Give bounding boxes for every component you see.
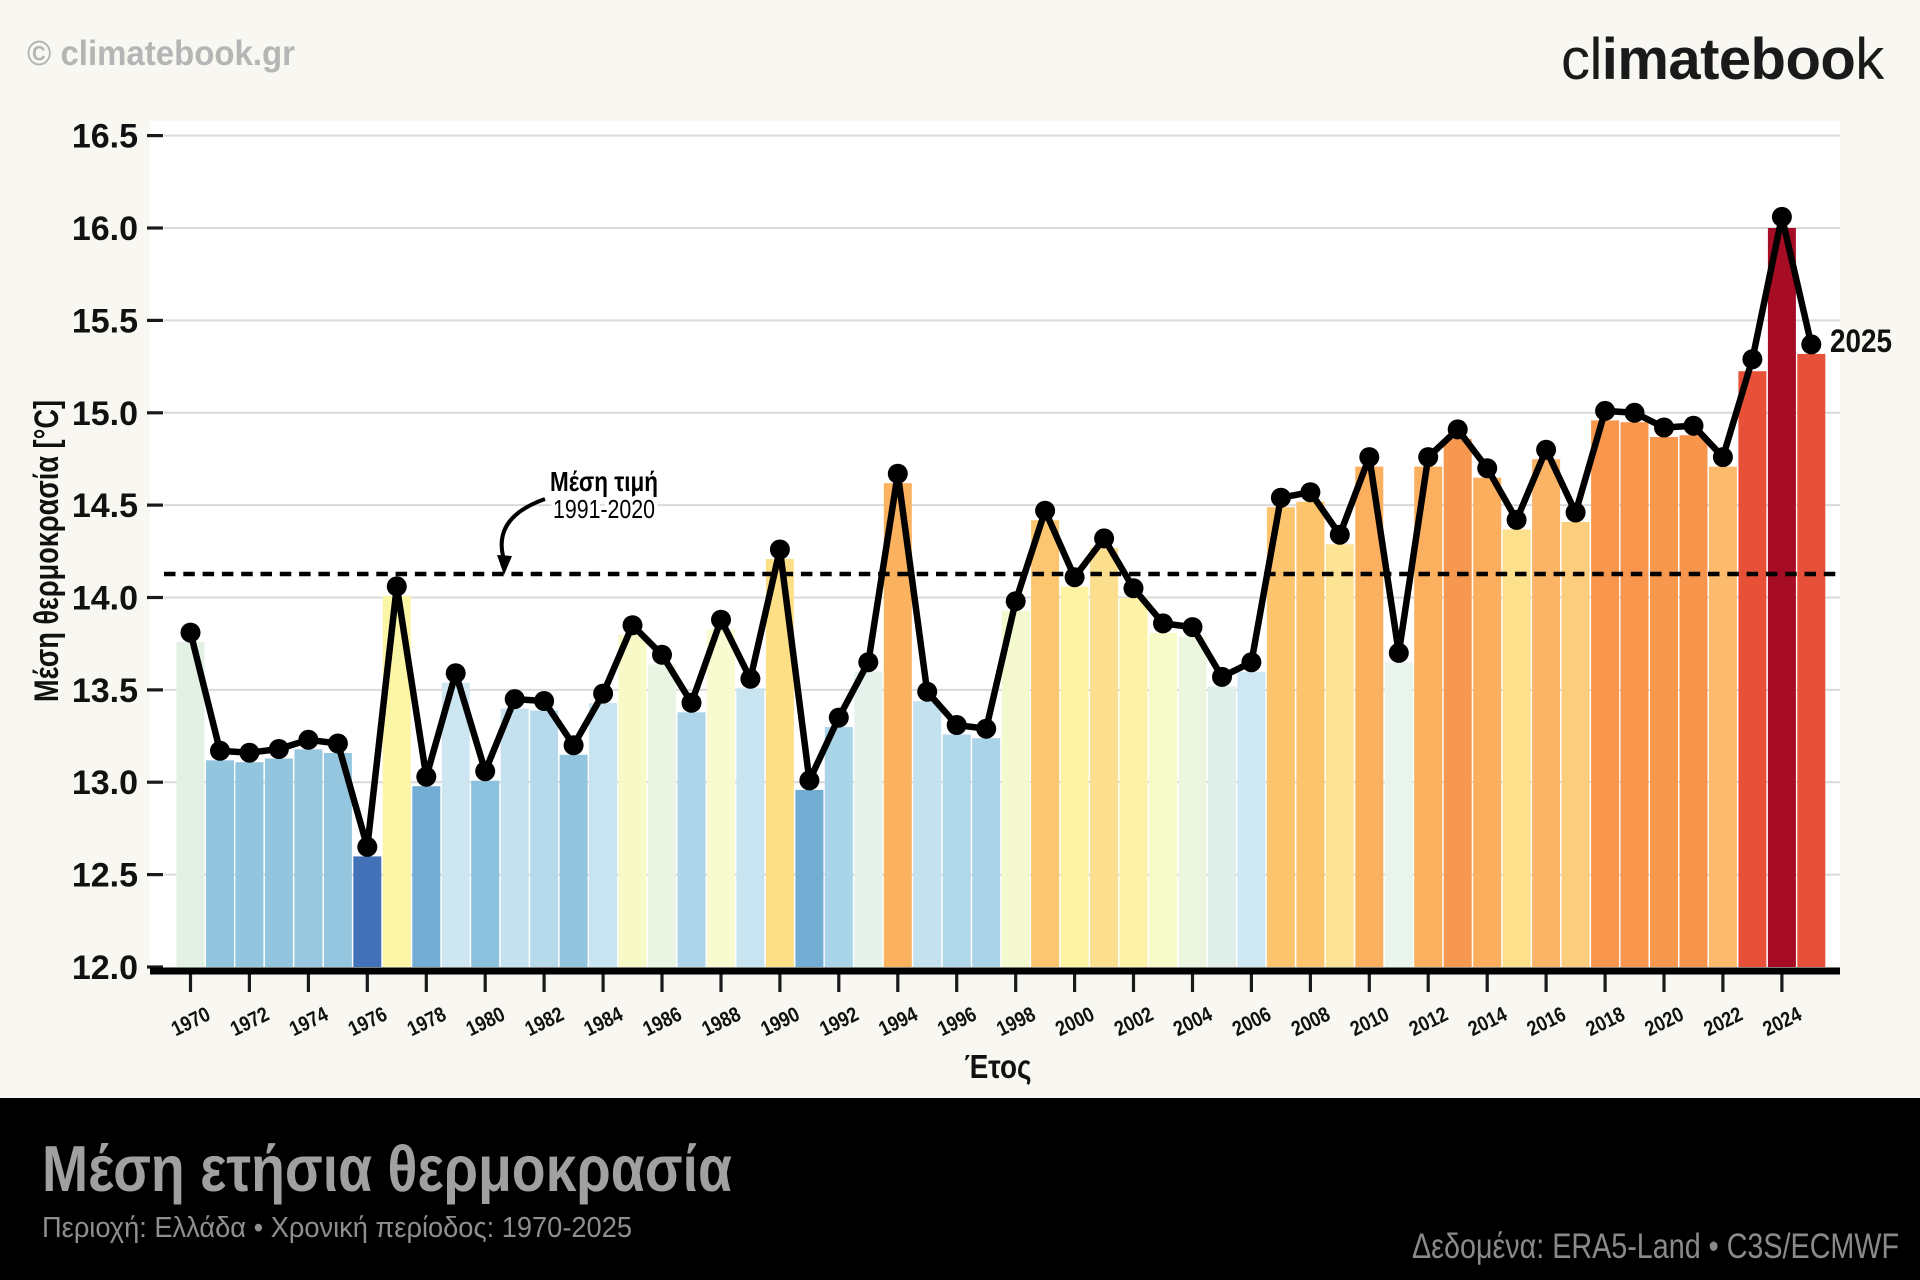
svg-text:Έτος: Έτος xyxy=(965,1048,1032,1085)
svg-text:12.5: 12.5 xyxy=(72,857,138,895)
svg-text:12.0: 12.0 xyxy=(72,949,138,987)
svg-text:13.5: 13.5 xyxy=(72,672,138,710)
svg-text:15.5: 15.5 xyxy=(72,302,138,340)
svg-text:16.5: 16.5 xyxy=(72,118,138,156)
svg-text:1991-2020: 1991-2020 xyxy=(553,494,655,524)
svg-text:Δεδομένα: ERA5-Land • C3S/ECMW: Δεδομένα: ERA5-Land • C3S/ECMWF xyxy=(1412,1227,1899,1266)
svg-text:Μέση τιμή: Μέση τιμή xyxy=(550,466,658,497)
svg-text:climatebook: climatebook xyxy=(1561,27,1885,92)
svg-text:Μέση θερμοκρασία [°C]: Μέση θερμοκρασία [°C] xyxy=(28,400,66,702)
svg-text:14.5: 14.5 xyxy=(72,487,138,525)
svg-text:13.0: 13.0 xyxy=(72,764,138,802)
svg-text:15.0: 15.0 xyxy=(72,395,138,433)
svg-text:2025: 2025 xyxy=(1830,323,1892,359)
svg-text:14.0: 14.0 xyxy=(72,580,138,618)
svg-text:16.0: 16.0 xyxy=(72,210,138,248)
svg-text:Μέση ετήσια θερμοκρασία: Μέση ετήσια θερμοκρασία xyxy=(42,1132,732,1205)
svg-text:Περιοχή: Ελλάδα • Χρονική περί: Περιοχή: Ελλάδα • Χρονική περίοδος: 1970… xyxy=(42,1212,632,1244)
svg-text:© climatebook.gr: © climatebook.gr xyxy=(27,34,295,73)
